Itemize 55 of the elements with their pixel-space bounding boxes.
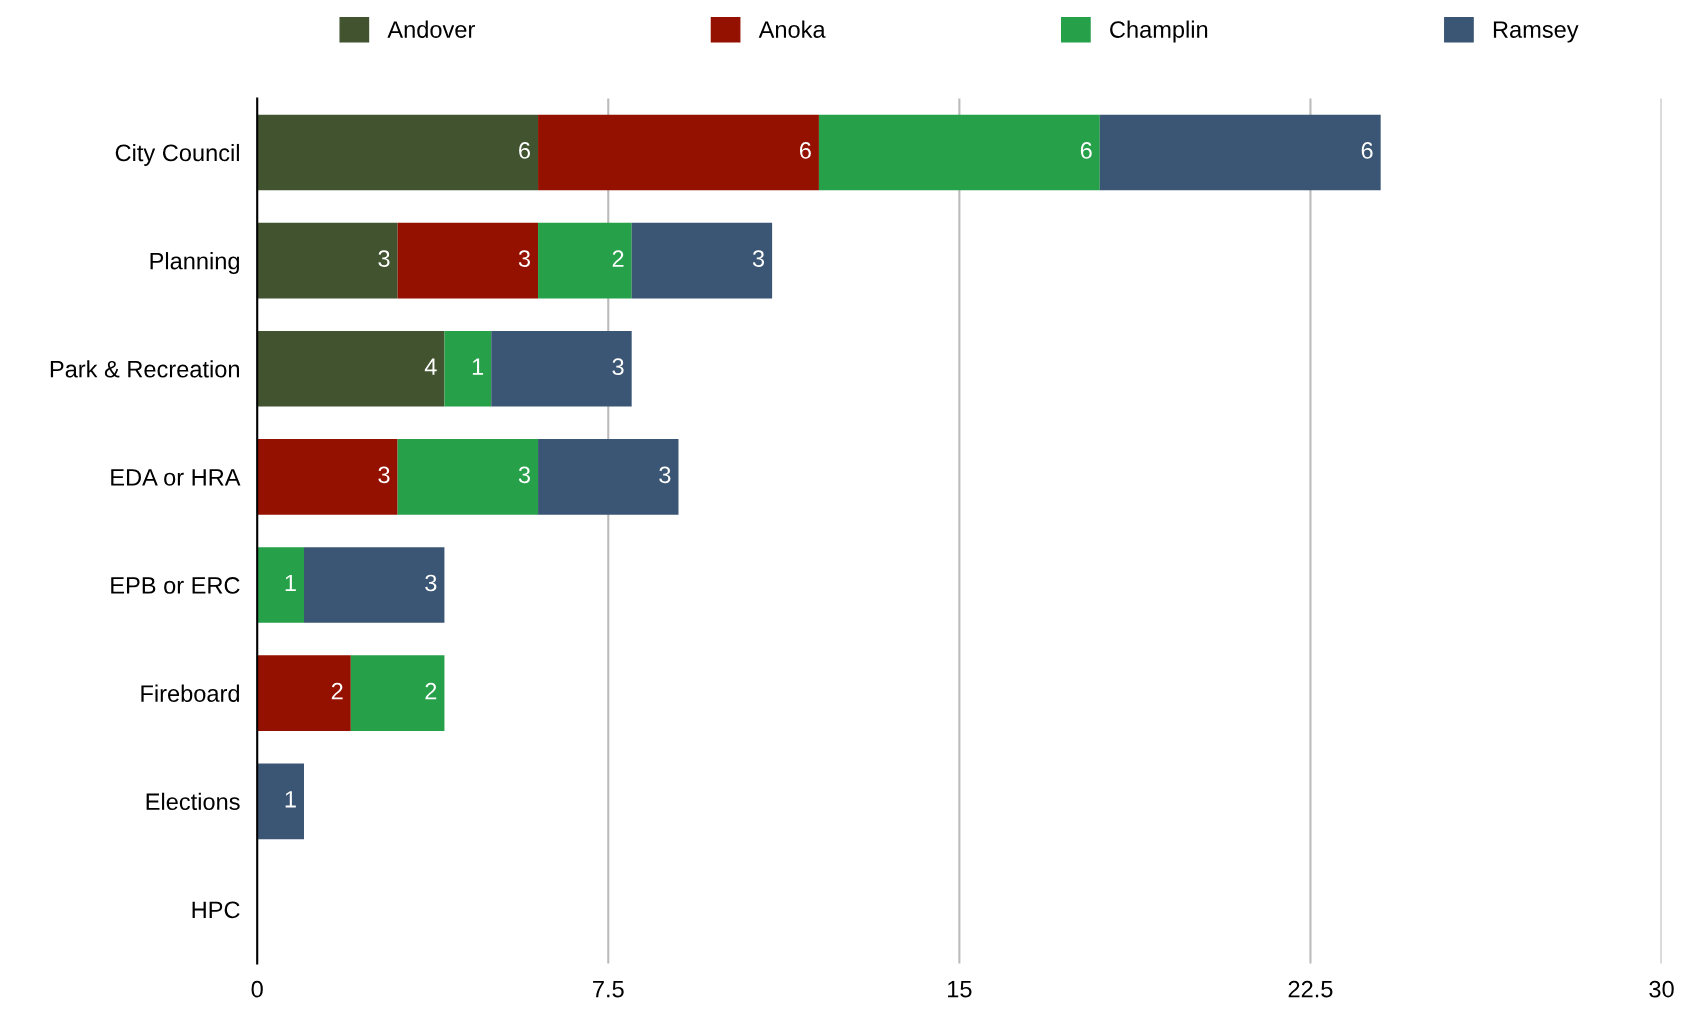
data-label: 3 <box>659 466 671 484</box>
data-label: 6 <box>799 142 811 159</box>
bar <box>1099 114 1381 191</box>
data-label: 1 <box>285 791 296 808</box>
legend-label: Champlin <box>1110 20 1208 43</box>
data-label: 3 <box>518 250 530 267</box>
x-tick-label: 30 <box>1649 980 1674 998</box>
data-label: 3 <box>378 466 390 484</box>
bar <box>818 114 1100 191</box>
bar <box>257 547 304 623</box>
bar <box>257 763 304 840</box>
data-label: 3 <box>518 466 530 484</box>
bar <box>397 439 539 515</box>
bar <box>631 222 773 299</box>
bar <box>257 439 398 515</box>
data-label: 3 <box>612 358 624 376</box>
data-label: 2 <box>425 682 437 700</box>
bar <box>538 114 819 191</box>
legend-label: Ramsey <box>1493 21 1579 43</box>
data-label: 6 <box>1080 142 1092 159</box>
y-tick-label: City Council <box>115 143 239 166</box>
data-label: 3 <box>378 250 390 267</box>
x-tick-label: 15 <box>948 981 972 998</box>
y-tick-label: Fireboard <box>141 684 240 702</box>
bar <box>444 330 492 407</box>
bar <box>397 222 539 299</box>
data-label: 6 <box>519 142 530 159</box>
bar <box>257 222 398 299</box>
bar <box>538 222 632 299</box>
legend-label: Andover <box>387 20 475 38</box>
bar <box>350 655 445 731</box>
x-tick-label: 0 <box>251 980 263 998</box>
bar <box>538 439 679 515</box>
y-tick-label: Elections <box>146 792 240 811</box>
x-tick-label: 7.5 <box>593 981 624 998</box>
legend-label: Anoka <box>758 20 826 38</box>
bar <box>257 655 351 731</box>
bar <box>491 330 632 407</box>
y-tick-label: EPB or ERC <box>111 577 240 594</box>
y-tick-label: EDA or HRA <box>111 469 241 486</box>
data-label: 2 <box>331 682 343 700</box>
data-label: 4 <box>424 358 437 375</box>
data-label: 1 <box>285 574 296 592</box>
bar <box>257 330 445 407</box>
data-label: 2 <box>612 250 624 267</box>
data-label: 6 <box>1361 142 1373 159</box>
bar <box>304 547 445 623</box>
bar <box>257 114 539 191</box>
y-tick-label: Planning <box>150 252 239 275</box>
data-label: 3 <box>752 250 765 267</box>
data-label: 1 <box>472 358 484 375</box>
y-tick-label: Park & Recreation <box>50 360 239 378</box>
x-tick-label: 22.5 <box>1288 980 1333 998</box>
y-tick-label: HPC <box>192 901 240 919</box>
data-label: 3 <box>425 574 437 592</box>
